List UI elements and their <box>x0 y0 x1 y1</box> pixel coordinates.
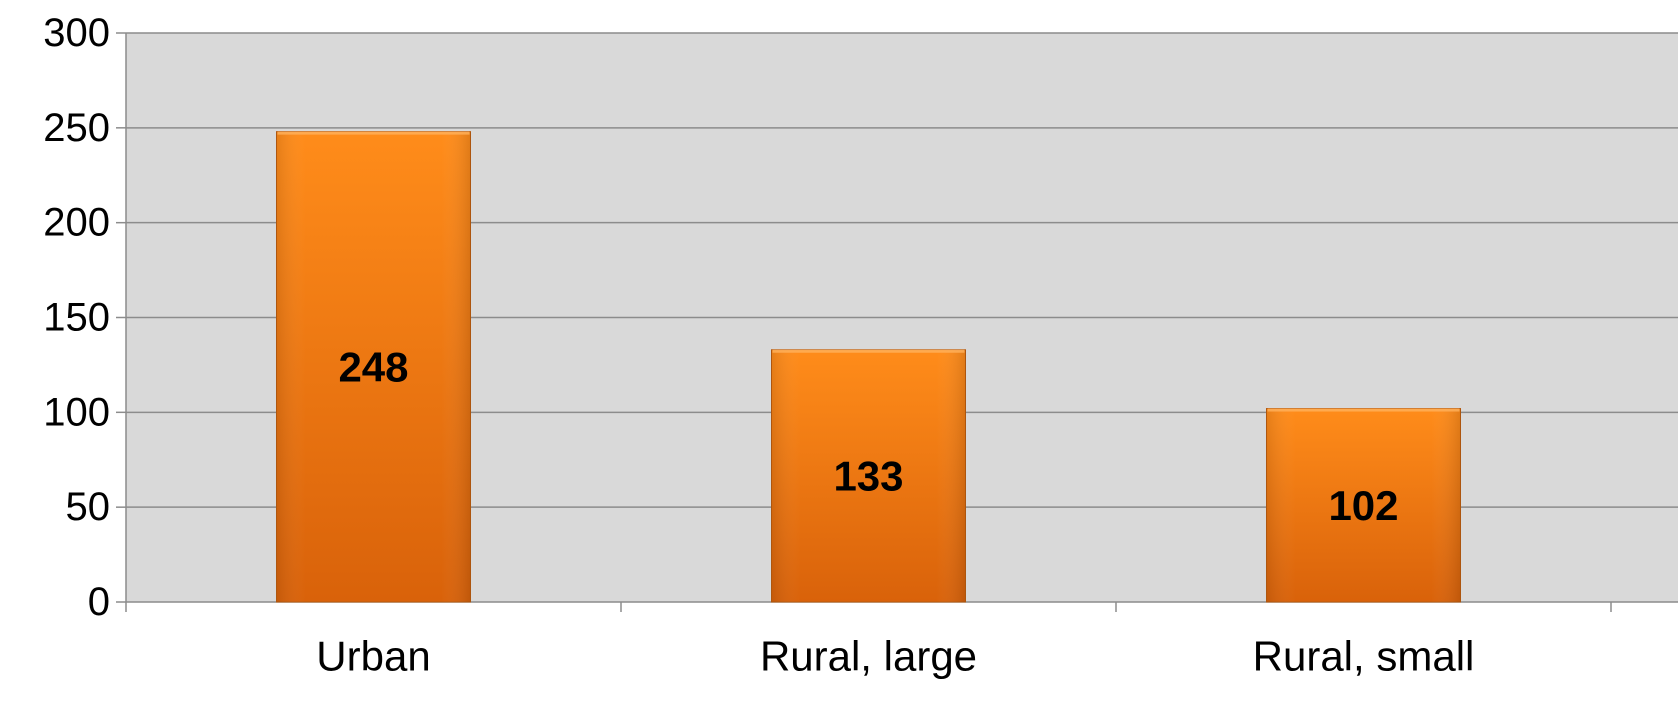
bars <box>276 131 1461 603</box>
bar-highlight <box>772 349 965 353</box>
bar-shading <box>771 349 966 602</box>
y-tick-label: 300 <box>43 11 110 55</box>
x-category-label: Rural, small <box>1253 633 1475 680</box>
y-tick-label: 0 <box>88 580 110 624</box>
y-tick-label: 200 <box>43 201 110 245</box>
bar-highlight <box>1267 408 1460 412</box>
x-category-label: Rural, large <box>760 633 977 680</box>
y-tick-label: 150 <box>43 296 110 340</box>
data-label: 133 <box>833 452 903 499</box>
x-category-label: Urban <box>316 633 430 680</box>
bar-shading <box>1266 408 1461 602</box>
bar-highlight <box>277 131 470 135</box>
bar-shading <box>276 131 471 603</box>
y-tick-label: 250 <box>43 106 110 150</box>
data-label: 102 <box>1328 482 1398 529</box>
labels: 0 50 100 150 200 250 300 248 Urban 133 Rural, larg… <box>43 11 1474 680</box>
data-label: 248 <box>338 343 408 390</box>
y-tick-label: 50 <box>66 485 111 529</box>
y-tick-label: 100 <box>43 390 110 434</box>
